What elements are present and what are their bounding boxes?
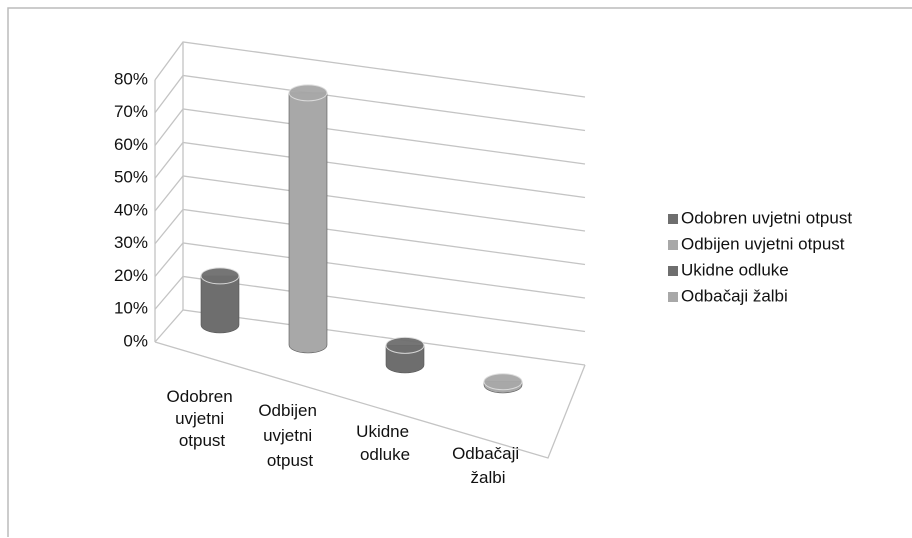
- y-tick-label: 70%: [114, 102, 148, 121]
- legend-label: Odobren uvjetni otpust: [681, 208, 852, 227]
- x-tick-label: Odbačaji žalbi: [452, 444, 524, 487]
- y-tick-label: 80%: [114, 69, 148, 88]
- cylinder-body: [200, 275, 240, 334]
- floor: [154, 341, 586, 459]
- legend-label: Ukidne odluke: [681, 260, 789, 279]
- cylinder-top: [385, 336, 425, 354]
- x-tick-label: Odbijen uvjetni otpust: [258, 401, 321, 470]
- cylinder-top: [483, 373, 523, 391]
- grid-line: [154, 275, 586, 333]
- wall-edge: [154, 42, 184, 342]
- y-tick-label: 10%: [114, 299, 148, 318]
- grid-line: [154, 41, 586, 98]
- cylinder-top: [200, 267, 240, 285]
- grid-line: [154, 74, 586, 132]
- grid-line: [154, 108, 586, 165]
- legend-label: Odbačaji žalbi: [681, 286, 788, 305]
- y-tick-label: 60%: [114, 135, 148, 154]
- frame: [7, 7, 912, 537]
- grid-line: [154, 242, 586, 299]
- y-tick-label: 30%: [114, 233, 148, 252]
- legend-swatch: [668, 240, 678, 250]
- legend-label: Odbijen uvjetni otpust: [681, 234, 845, 253]
- cylinder-body: [288, 92, 328, 354]
- cylinder-top: [288, 84, 328, 102]
- x-tick-label: Odobren uvjetni otpust: [167, 387, 238, 450]
- x-tick-label: Ukidne odluke: [356, 422, 414, 464]
- grid-line: [154, 208, 586, 266]
- grid-line: [154, 175, 586, 232]
- y-tick-label: 50%: [114, 168, 148, 187]
- legend-swatch: [668, 214, 678, 224]
- grid-line: [154, 141, 586, 199]
- y-tick-label: 40%: [114, 200, 148, 219]
- legend-swatch: [668, 266, 678, 276]
- legend-swatch: [668, 292, 678, 302]
- y-tick-label: 0%: [123, 331, 148, 350]
- grid-line: [154, 309, 586, 366]
- y-tick-label: 20%: [114, 266, 148, 285]
